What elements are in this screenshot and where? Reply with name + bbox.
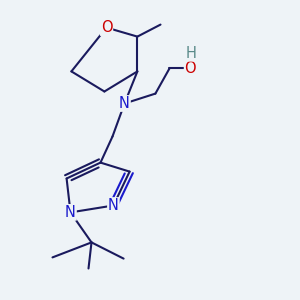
Text: N: N xyxy=(108,198,119,213)
Text: N: N xyxy=(65,205,76,220)
Text: H: H xyxy=(185,46,196,61)
Text: O: O xyxy=(101,20,112,35)
Text: O: O xyxy=(184,61,196,76)
Text: N: N xyxy=(119,96,130,111)
